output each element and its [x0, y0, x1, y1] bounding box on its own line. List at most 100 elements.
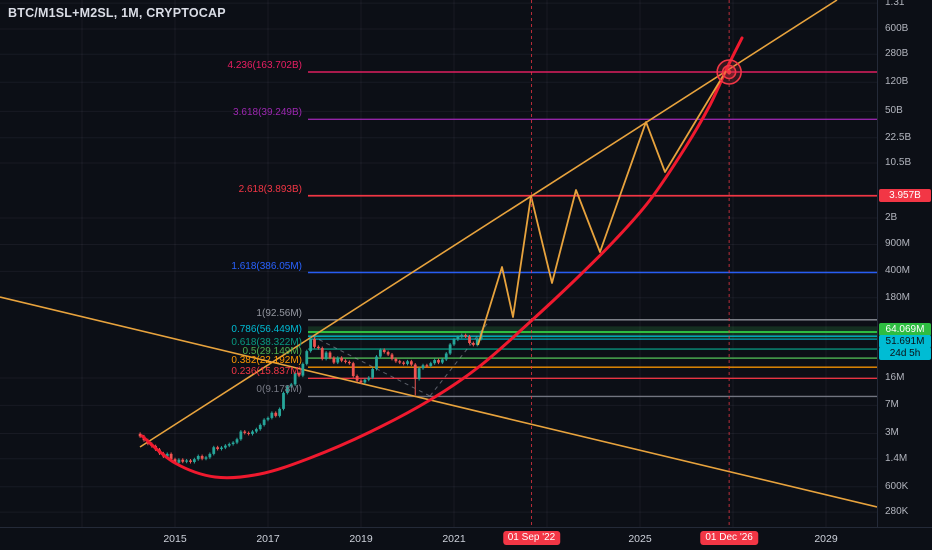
price-axis-label: 22.5B	[885, 131, 912, 143]
candle-body	[386, 352, 390, 355]
candle-body	[344, 360, 347, 362]
price-axis-label: 900M	[885, 238, 911, 250]
candle-body	[448, 344, 452, 354]
candle-body	[309, 338, 313, 352]
red-curve-path[interactable]	[140, 36, 744, 480]
candle-body	[406, 361, 409, 364]
candle-body	[138, 433, 142, 437]
candle-body	[409, 361, 413, 365]
candle-body	[243, 431, 247, 433]
price-axis-label: 2B	[885, 211, 898, 223]
ascending-wedge-line[interactable]	[139, 0, 838, 448]
event-date-badge[interactable]: 01 Dec '26	[700, 531, 758, 545]
price-axis-label: 180M	[885, 291, 911, 303]
candle-body	[200, 456, 204, 459]
candle-body	[258, 424, 262, 430]
bullseye-center-dot	[726, 69, 732, 75]
time-axis-label: 2017	[256, 533, 280, 545]
symbol-legend[interactable]: BTC/M1SL+M2SL, 1M, CRYPTOCAP	[8, 6, 226, 20]
target-bullseye[interactable]	[716, 59, 742, 85]
price-axis-label: 50B	[885, 105, 903, 117]
candle-body	[371, 368, 375, 378]
candle-body	[417, 368, 421, 380]
price-lines[interactable]	[308, 194, 877, 340]
candle-body	[262, 419, 266, 425]
candle-body	[328, 352, 332, 358]
grid	[0, 0, 877, 527]
candle-body	[216, 447, 220, 449]
price-axis-label: 16M	[885, 372, 905, 383]
time-axis[interactable]: 01 Sep '22 01 Dec '26 2015 2017 2019 2021 2025…	[0, 527, 932, 550]
price-axis-label: 600B	[885, 22, 909, 34]
candle-body	[254, 429, 258, 432]
price-axis-label: 7M	[885, 399, 899, 411]
candle-body	[444, 353, 448, 360]
candle-body	[192, 459, 196, 462]
candle-body	[266, 417, 270, 420]
candle-body	[313, 338, 316, 347]
last-price-badge: 64.069M	[879, 323, 931, 337]
candle-body	[437, 360, 440, 363]
event-date-badge[interactable]: 01 Sep '22	[502, 531, 561, 545]
candle-body	[208, 453, 212, 458]
indicator-price-badge: 51.691M	[879, 335, 931, 349]
candle-body	[227, 444, 231, 446]
candle-body	[425, 365, 429, 367]
candle-body	[297, 373, 301, 376]
candle-body	[289, 384, 293, 387]
candle-body	[169, 453, 173, 460]
candle-body	[247, 432, 251, 434]
candles-series	[138, 330, 483, 465]
candle-body	[231, 442, 235, 445]
candle-body	[305, 351, 309, 364]
candle-body	[189, 460, 192, 462]
candle-body	[251, 431, 254, 434]
time-axis-label: 2021	[442, 533, 466, 545]
chart-pane[interactable]: BTC/M1SL+M2SL, 1M, CRYPTOCAP 0(9.178M) 0.…	[0, 0, 877, 527]
price-axis-label: 280K	[885, 506, 909, 518]
candle-body	[340, 357, 344, 361]
fib-anchor-dashed-line	[311, 335, 431, 397]
event-vertical-lines[interactable]	[531, 0, 730, 527]
parabolic-support-curve[interactable]	[140, 36, 744, 480]
candle-body	[223, 445, 227, 448]
candle-body	[181, 459, 185, 462]
time-axis-label: 2019	[349, 533, 373, 545]
candle-body	[220, 447, 223, 449]
candle-body	[359, 380, 363, 383]
candle-body	[332, 357, 336, 363]
candle-body	[285, 386, 289, 393]
price-axis-label: 600K	[885, 480, 909, 492]
candle-body	[351, 363, 355, 376]
symbol-title: BTC/M1SL+M2SL, 1M, CRYPTOCAP	[8, 6, 226, 20]
candle-body	[165, 453, 169, 457]
candle-body	[456, 336, 460, 340]
candle-body	[378, 349, 382, 357]
candle-body	[320, 348, 324, 359]
candle-body	[270, 412, 274, 418]
candle-body	[347, 361, 351, 364]
candle-body	[239, 431, 243, 440]
descending-trendline[interactable]	[0, 296, 877, 508]
chart-canvas[interactable]	[0, 0, 877, 527]
candle-body	[402, 362, 406, 364]
zigzag-path[interactable]	[477, 70, 727, 346]
trendlines[interactable]	[0, 0, 877, 508]
time-axis-label: 2029	[814, 533, 838, 545]
candle-body	[336, 357, 340, 363]
candle-body	[460, 335, 464, 337]
candle-body	[212, 447, 216, 454]
candle-body	[355, 375, 359, 381]
time-axis-label: 2015	[163, 533, 187, 545]
projection-zigzag[interactable]	[477, 70, 727, 346]
price-axis[interactable]: 1.31 600B 280B 120B 50B 22.5B 10.5B 2B 900M 400M 1…	[877, 0, 932, 527]
candle-body	[204, 457, 208, 459]
candle-body	[301, 363, 305, 376]
candle-body	[375, 356, 378, 369]
candle-body	[471, 343, 475, 345]
fib-extension-lines[interactable]	[308, 71, 877, 398]
price-axis-label: 120B	[885, 76, 909, 88]
candle-body	[363, 379, 367, 383]
candle-body	[475, 338, 479, 345]
candle-body	[464, 335, 468, 337]
